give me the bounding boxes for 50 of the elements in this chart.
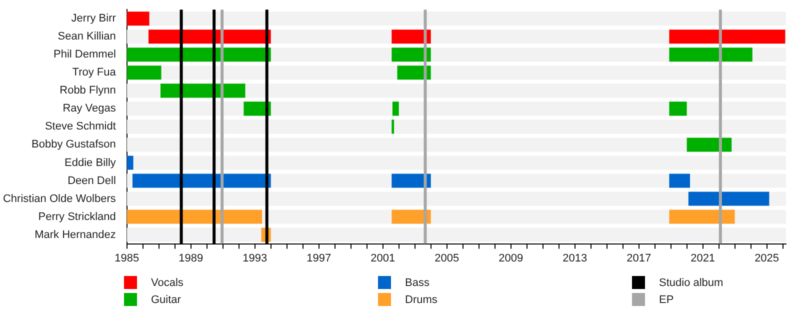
y-tick-label: Deen Dell: [68, 174, 116, 187]
x-tick-label: 2013: [562, 252, 588, 264]
y-tick-label: Bobby Gustafson: [32, 138, 116, 151]
legend-label: Vocals: [151, 276, 184, 288]
bar: [126, 156, 134, 170]
x-tick-label: 1985: [114, 252, 140, 264]
legend-label: Studio album: [659, 276, 724, 288]
bar: [126, 48, 271, 62]
y-tick-label: Robb Flynn: [60, 84, 116, 97]
y-tick-label: Ray Vegas: [62, 102, 116, 115]
x-tick-label: 2001: [370, 252, 396, 264]
y-tick-label: Perry Strickland: [38, 210, 116, 223]
bar: [392, 174, 431, 188]
bar: [669, 48, 752, 62]
legend-label: Guitar: [151, 294, 181, 306]
bar: [392, 30, 431, 44]
x-tick-label: 1997: [306, 252, 332, 264]
x-tick-label: 2005: [434, 252, 460, 264]
bar: [688, 192, 770, 206]
legend-label: EP: [659, 294, 674, 306]
x-tick-label: 1989: [178, 252, 204, 264]
bar: [686, 138, 732, 152]
y-tick-label: Phil Demmel: [54, 48, 116, 61]
bar: [669, 102, 687, 116]
x-tick-label: 1993: [242, 252, 268, 264]
bar: [392, 48, 431, 62]
bar: [397, 66, 431, 80]
bar: [669, 210, 735, 224]
bar: [392, 102, 399, 116]
bar: [669, 30, 786, 44]
y-tick-label: Steve Schmidt: [44, 120, 116, 133]
x-tick-label: 2017: [626, 252, 652, 264]
y-tick-label: Jerry Birr: [71, 12, 116, 25]
x-tick-label: 2021: [690, 252, 716, 264]
y-tick-label: Mark Hernandez: [34, 228, 116, 241]
bar: [669, 174, 690, 188]
y-tick-label: Sean Killian: [58, 30, 116, 43]
bar: [126, 12, 150, 26]
bar: [126, 210, 262, 224]
bar: [392, 210, 431, 224]
bar: [126, 66, 162, 80]
legend-label: Bass: [405, 276, 430, 288]
y-tick-label: Troy Fua: [72, 66, 117, 79]
y-tick-label: Eddie Billy: [64, 156, 116, 169]
x-tick-label: 2009: [498, 252, 524, 264]
x-tick-label: 2025: [754, 252, 780, 264]
bar: [392, 120, 394, 134]
bar: [148, 30, 271, 44]
legend-label: Drums: [405, 294, 438, 306]
y-tick-label: Christian Olde Wolbers: [2, 192, 116, 205]
